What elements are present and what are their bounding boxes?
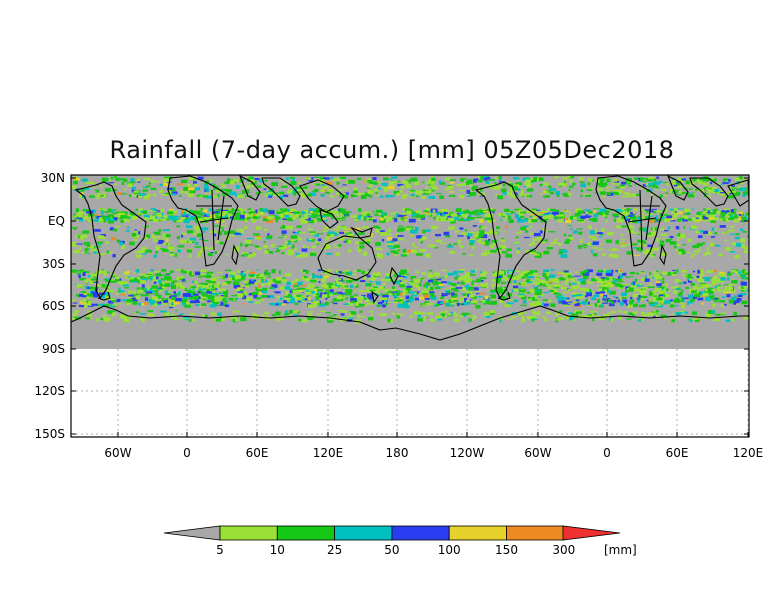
continents-copy-2	[474, 175, 749, 301]
colorbar-label: 5	[216, 543, 224, 557]
y-tick-label: 150S	[34, 427, 65, 441]
y-tick-label: 30S	[42, 257, 65, 271]
colorbar-box	[334, 525, 393, 541]
x-tick-label: 180	[386, 446, 409, 460]
rainfall-field	[71, 176, 749, 324]
x-tick-label: 0	[603, 446, 611, 460]
colorbar-low-triangle	[163, 525, 221, 541]
x-tick-label: 60E	[246, 446, 269, 460]
colorbar-label: 10	[270, 543, 285, 557]
y-tick-label: EQ	[48, 214, 65, 228]
x-tick-label: 0	[183, 446, 191, 460]
colorbar-box	[219, 525, 278, 541]
colorbar: 5 10 25 50 100 150 300 [mm]	[163, 525, 637, 557]
x-tick-label: 120W	[450, 446, 485, 460]
x-tick-label: 60W	[104, 446, 131, 460]
x-tick-label: 120E	[733, 446, 764, 460]
y-tick-label: 90S	[42, 342, 65, 356]
colorbar-box	[276, 525, 335, 541]
colorbar-label: 150	[495, 543, 518, 557]
x-tick-label: 60E	[666, 446, 689, 460]
coastlines	[71, 175, 749, 341]
continents-copy-1	[74, 175, 399, 304]
colorbar-unit: [mm]	[604, 543, 637, 557]
colorbar-label: 300	[552, 543, 575, 557]
colorbar-label: 100	[438, 543, 461, 557]
colorbar-box	[391, 525, 450, 541]
y-tick-label: 30N	[41, 171, 65, 185]
map-title: Rainfall (7-day accum.) [mm] 05Z05Dec201…	[109, 136, 675, 164]
x-tick-label: 120E	[313, 446, 344, 460]
colorbar-label: 50	[384, 543, 399, 557]
colorbar-box	[448, 525, 507, 541]
y-tick-label: 60S	[42, 299, 65, 313]
colorbar-high-triangle	[562, 525, 621, 541]
gridlines	[71, 349, 749, 437]
x-tick-label: 60W	[524, 446, 551, 460]
antarctica-coast	[71, 305, 749, 341]
axes: 30N EQ 30S 60S 90S 120S 150S 60W 0 60E 120E 180 120W…	[34, 171, 763, 460]
colorbar-box	[506, 525, 565, 541]
y-tick-label: 120S	[34, 384, 65, 398]
colorbar-label: 25	[327, 543, 342, 557]
